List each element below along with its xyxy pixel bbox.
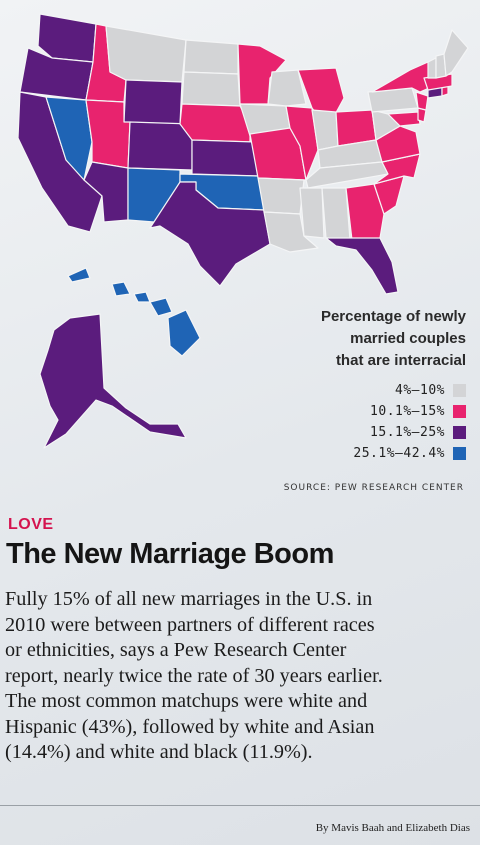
wisconsin [267, 69, 307, 107]
kansas [191, 139, 259, 177]
us-interracial-marriage-map [17, 13, 469, 449]
body-line: 2010 were between partners of different … [5, 613, 375, 636]
body-line: The most common matchups were white and [5, 690, 368, 712]
legend-row: 15.1%–25% [266, 422, 466, 443]
louisiana [263, 211, 319, 253]
florida [325, 237, 399, 295]
legend-label: 10.1%–15% [370, 404, 445, 419]
map-legend: Percentage of newly married couples that… [266, 306, 466, 464]
legend-swatch [453, 447, 466, 460]
hawaii [67, 267, 201, 357]
mississippi [299, 187, 325, 239]
wyoming [123, 79, 183, 125]
legend-title-line: Percentage of newly [320, 308, 466, 325]
legend-swatch [453, 405, 466, 418]
alabama [321, 187, 351, 241]
legend-title-line: that are interracial [335, 352, 466, 369]
legend-row: 25.1%–42.4% [266, 443, 466, 464]
legend-title-line: married couples [350, 330, 466, 347]
body-line: Hispanic (43%), followed by white and As… [5, 715, 375, 738]
byline: By Mavis Baah and Elizabeth Dias [315, 822, 470, 834]
section-kicker: LOVE [8, 516, 54, 533]
legend-swatch [453, 426, 466, 439]
legend-label: 4%–10% [395, 383, 445, 398]
legend-row: 10.1%–15% [266, 401, 466, 422]
maryland [387, 111, 421, 127]
vermont [427, 57, 437, 79]
article-body: Fully 15% of all new marriages in the U.… [5, 587, 480, 766]
texas [149, 181, 271, 287]
arkansas [257, 177, 305, 215]
north-dakota [183, 39, 239, 75]
south-dakota [181, 71, 241, 107]
montana [105, 25, 187, 83]
body-line: report, nearly twice the rate of 30 year… [5, 664, 383, 687]
nebraska [179, 103, 251, 143]
body-line: Fully 15% of all new marriages in the U.… [5, 588, 373, 610]
nevada [45, 96, 93, 181]
georgia [345, 183, 385, 241]
new-jersey [415, 91, 429, 111]
article-headline: The New Marriage Boom [6, 538, 334, 570]
washington [37, 13, 97, 63]
legend-swatch [453, 384, 466, 397]
alaska [39, 313, 187, 449]
utah [85, 99, 131, 169]
maine [443, 29, 469, 77]
legend-label: 15.1%–25% [370, 425, 445, 440]
body-line: (14.4%) and white and black (11.9%). [5, 741, 313, 763]
legend-label: 25.1%–42.4% [353, 446, 445, 461]
body-line: or ethnicities, says a Pew Research Cent… [5, 639, 347, 661]
legend-title: Percentage of newly married couples that… [266, 306, 466, 372]
legend-row: 4%–10% [266, 380, 466, 401]
colorado [127, 121, 193, 171]
divider [0, 805, 480, 806]
source-credit: SOURCE: PEW RESEARCH CENTER [283, 483, 464, 493]
